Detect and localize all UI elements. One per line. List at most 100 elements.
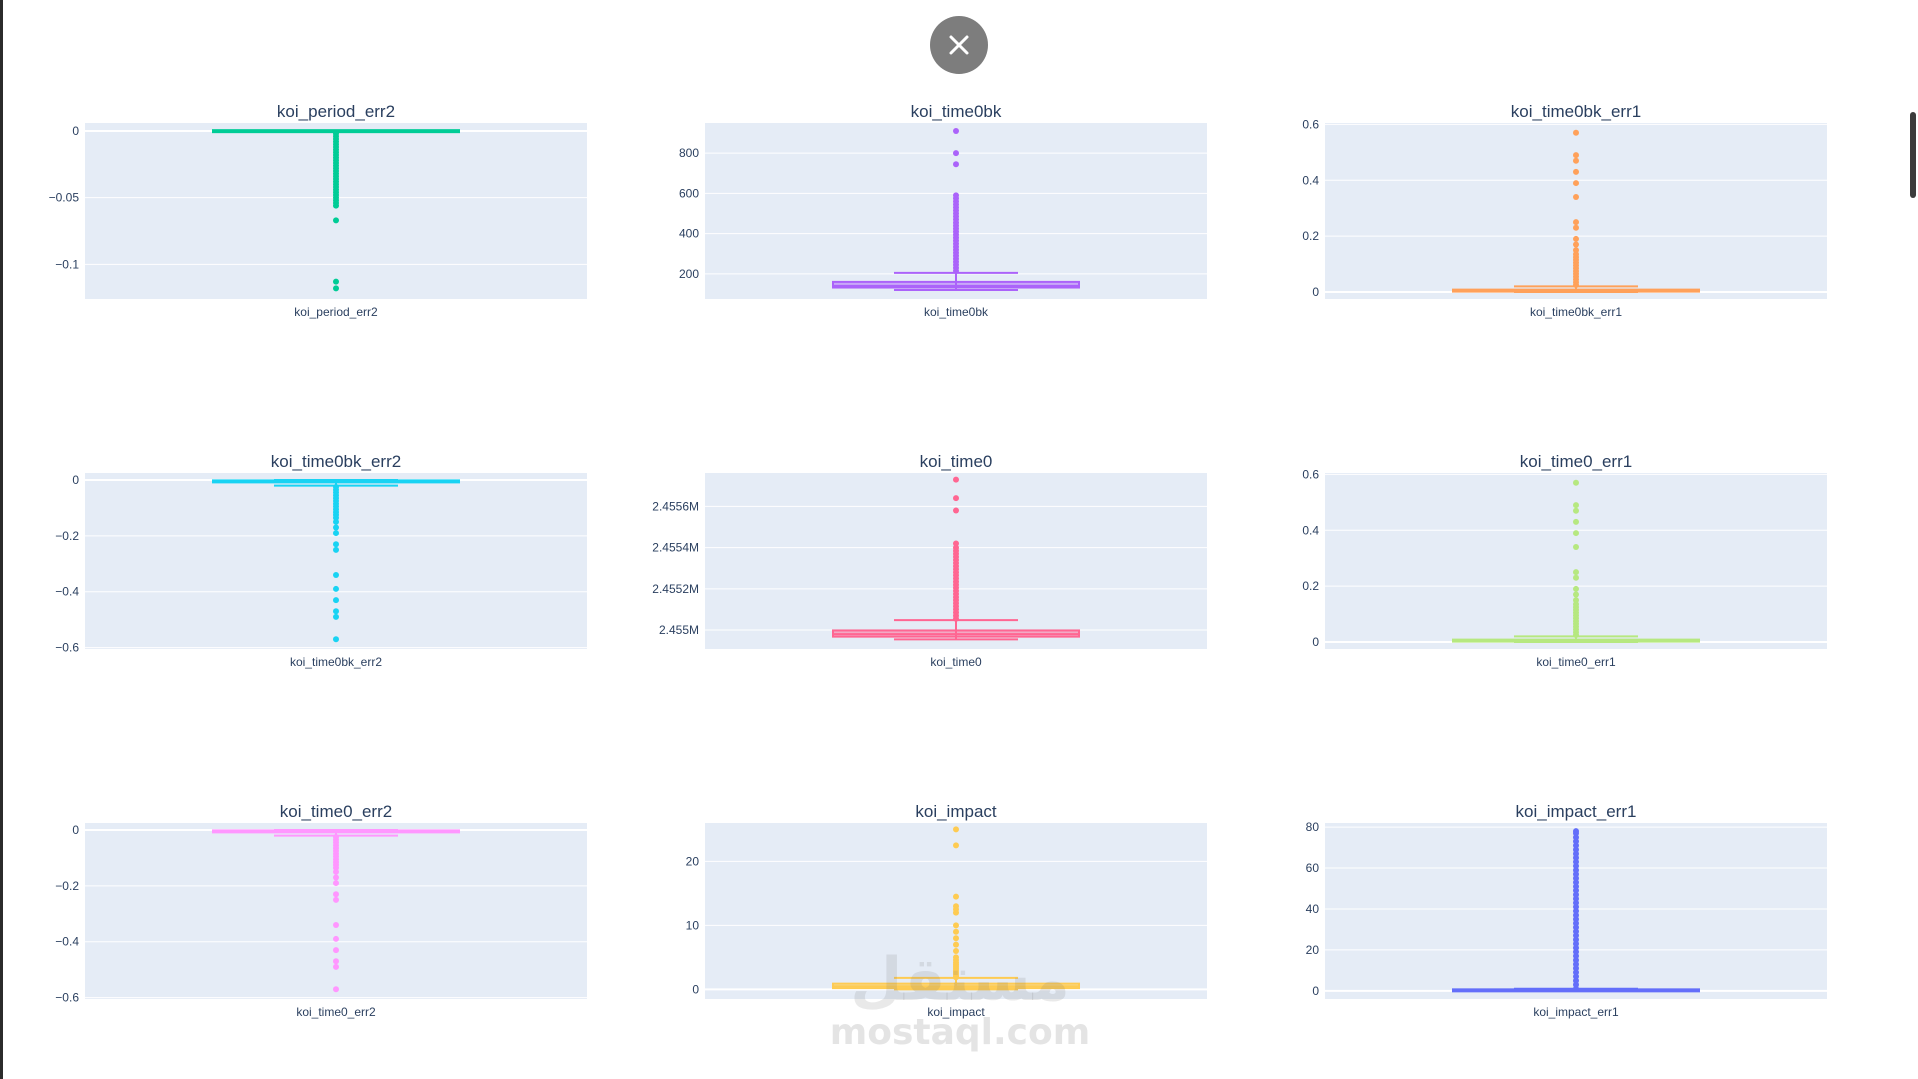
outlier-point bbox=[333, 571, 339, 578]
y-tick-label: 0.4 bbox=[1302, 523, 1319, 537]
outlier-point bbox=[333, 546, 339, 553]
outlier-point bbox=[333, 597, 339, 604]
box-chart-koi_period_err2: 0 −0.05 −0.1 koi_period_err2 koi_period_err2 bbox=[49, 102, 587, 319]
outlier-point bbox=[333, 278, 339, 285]
chart-title: koi_time0bk_err2 bbox=[271, 452, 401, 471]
chart-title: koi_period_err2 bbox=[277, 102, 395, 121]
y-tick-label: 0 bbox=[692, 982, 699, 996]
outlier-point bbox=[333, 541, 339, 548]
box-chart-koi_impact_err1: 0 20 40 60 80 koi_impact_err1 koi_impact_err1 bbox=[1306, 802, 1827, 1019]
outlier-point bbox=[953, 495, 959, 502]
box-chart-koi_time0bk_err2: 0 −0.2 −0.4 −0.6 koi_time0bk_err2 koi_time0bk… bbox=[55, 452, 587, 669]
outlier-point bbox=[333, 874, 339, 881]
outlier-point bbox=[953, 893, 959, 900]
outlier-point bbox=[953, 476, 959, 483]
outlier-point bbox=[1573, 530, 1579, 537]
outlier-point bbox=[1573, 828, 1579, 835]
y-tick-label: 0.2 bbox=[1302, 229, 1319, 243]
outlier-point bbox=[953, 941, 959, 948]
close-button[interactable] bbox=[930, 16, 988, 74]
chart-title: koi_impact_err1 bbox=[1516, 802, 1637, 821]
outlier-point bbox=[953, 128, 959, 135]
chart-title: koi_time0bk_err1 bbox=[1511, 102, 1641, 121]
outlier-point bbox=[1573, 507, 1579, 514]
y-tick-label: 0.6 bbox=[1302, 117, 1319, 131]
y-tick-label: 0 bbox=[1312, 984, 1319, 998]
outlier-point bbox=[1573, 194, 1579, 201]
outlier-point bbox=[333, 958, 339, 965]
outlier-point bbox=[953, 826, 959, 833]
x-tick-label: koi_time0 bbox=[930, 655, 982, 669]
box-chart-koi_time0bk: 200 400 600 800 koi_time0bk koi_time0bk bbox=[679, 102, 1207, 319]
outlier-point bbox=[1573, 235, 1579, 242]
outlier-point bbox=[1573, 601, 1579, 608]
box-chart-koi_time0_err1: 0 0.2 0.4 0.6 koi_time0_err1 koi_time0_err1 bbox=[1302, 452, 1827, 669]
x-tick-label: koi_time0_err2 bbox=[296, 1005, 376, 1019]
outlier-point bbox=[1573, 574, 1579, 581]
outlier-point bbox=[1573, 129, 1579, 136]
outlier-point bbox=[1573, 502, 1579, 509]
outlier-point bbox=[333, 880, 339, 887]
y-tick-label: 0.2 bbox=[1302, 579, 1319, 593]
outlier-point bbox=[333, 935, 339, 942]
outlier-point bbox=[333, 518, 339, 525]
outlier-point bbox=[1573, 180, 1579, 187]
outlier-point bbox=[1573, 157, 1579, 164]
outlier-point bbox=[333, 524, 339, 531]
box-chart-koi_time0bk_err1: 0 0.2 0.4 0.6 koi_time0bk_err1 koi_time0bk_er… bbox=[1302, 102, 1827, 319]
outlier-point bbox=[953, 903, 959, 910]
x-tick-label: koi_impact bbox=[927, 1005, 985, 1019]
page-left-border bbox=[0, 0, 3, 1079]
outlier-point bbox=[1573, 597, 1579, 604]
y-tick-label: −0.1 bbox=[55, 257, 79, 271]
outlier-point bbox=[333, 202, 339, 209]
iqr-box bbox=[832, 280, 1080, 289]
outlier-point bbox=[953, 935, 959, 942]
outlier-point bbox=[333, 636, 339, 643]
y-tick-label: −0.2 bbox=[55, 529, 79, 543]
x-tick-label: koi_period_err2 bbox=[294, 305, 378, 319]
chart-title: koi_time0 bbox=[920, 452, 993, 471]
scrollbar-thumb[interactable] bbox=[1910, 112, 1916, 198]
y-tick-label: 0 bbox=[1312, 285, 1319, 299]
outlier-point bbox=[333, 868, 339, 875]
y-tick-label: 20 bbox=[1306, 943, 1320, 957]
outlier-point bbox=[1573, 569, 1579, 576]
y-tick-label: 0.4 bbox=[1302, 173, 1319, 187]
outlier-point bbox=[953, 507, 959, 514]
x-tick-label: koi_impact_err1 bbox=[1533, 1005, 1619, 1019]
outlier-point bbox=[1573, 152, 1579, 159]
outlier-point bbox=[333, 896, 339, 903]
y-tick-label: 20 bbox=[686, 854, 700, 868]
outlier-point bbox=[1573, 544, 1579, 551]
outlier-point bbox=[1573, 224, 1579, 231]
outlier-point bbox=[333, 585, 339, 592]
outlier-point bbox=[333, 891, 339, 898]
outlier-point bbox=[953, 540, 959, 547]
chart-title: koi_impact bbox=[915, 802, 997, 821]
outlier-point bbox=[1573, 168, 1579, 175]
y-tick-label: −0.6 bbox=[55, 641, 79, 655]
outlier-point bbox=[333, 285, 339, 292]
chart-title: koi_time0_err1 bbox=[1520, 452, 1632, 471]
outlier-point bbox=[953, 922, 959, 929]
y-tick-label: 800 bbox=[679, 146, 699, 160]
y-tick-label: 0 bbox=[72, 473, 79, 487]
y-tick-label: 400 bbox=[679, 227, 699, 241]
outlier-point bbox=[333, 986, 339, 993]
box-chart-koi_time0_err2: 0 −0.2 −0.4 −0.6 koi_time0_err2 koi_time0_err… bbox=[55, 802, 587, 1019]
outlier-point bbox=[333, 947, 339, 954]
outlier-point bbox=[953, 928, 959, 935]
y-tick-label: 600 bbox=[679, 186, 699, 200]
outlier-point bbox=[1573, 591, 1579, 598]
y-tick-label: 2.4552M bbox=[652, 582, 699, 596]
outlier-point bbox=[953, 150, 959, 157]
outlier-point bbox=[333, 530, 339, 537]
y-tick-label: 0 bbox=[72, 823, 79, 837]
scrollbar-track[interactable] bbox=[1908, 0, 1918, 1079]
y-tick-label: −0.2 bbox=[55, 879, 79, 893]
x-tick-label: koi_time0bk_err2 bbox=[290, 655, 382, 669]
y-tick-label: 0 bbox=[72, 124, 79, 138]
x-tick-label: koi_time0bk_err1 bbox=[1530, 305, 1622, 319]
